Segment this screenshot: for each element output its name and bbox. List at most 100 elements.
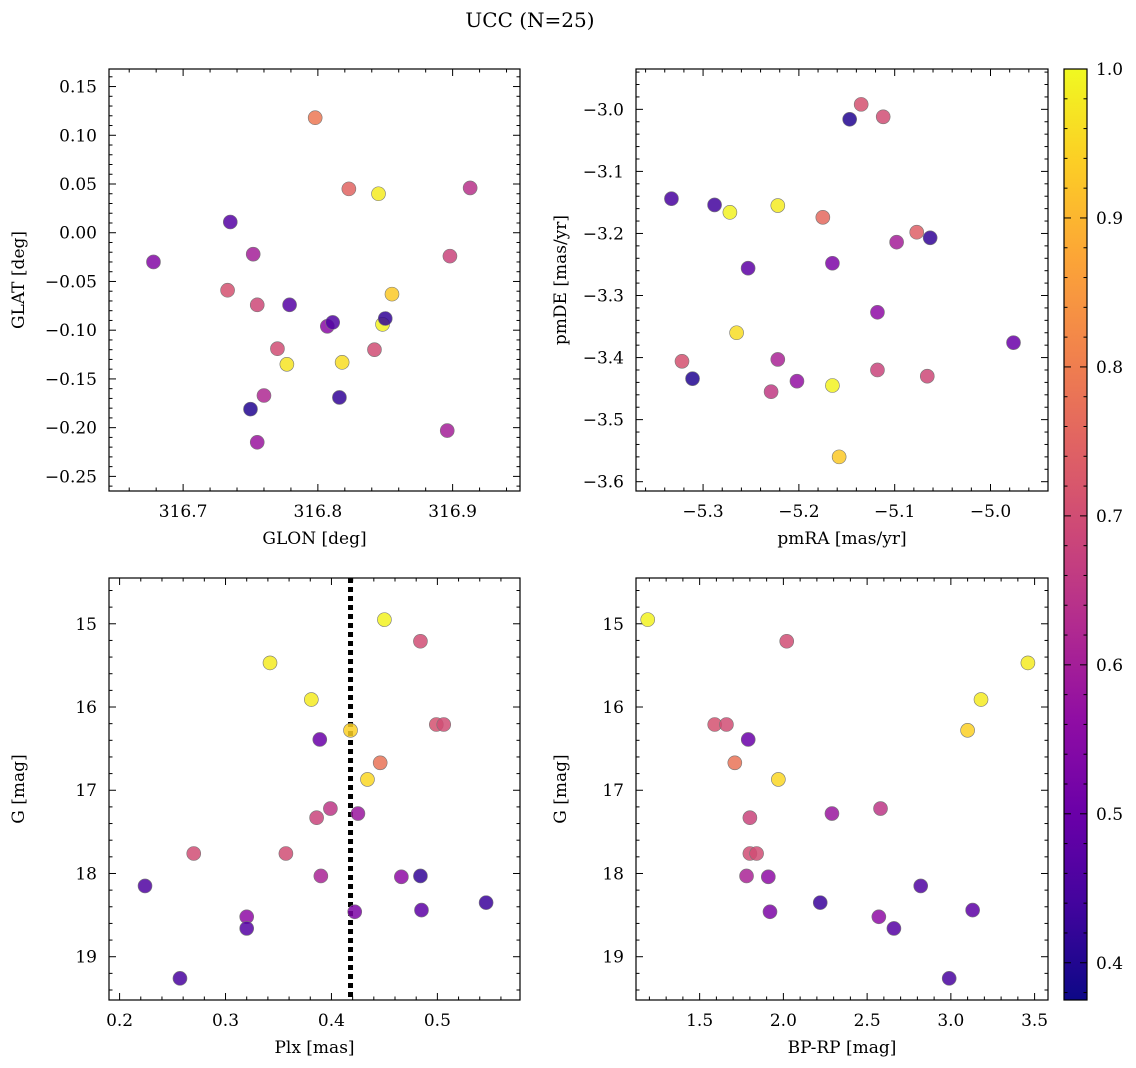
scatter-point xyxy=(413,868,428,884)
scatter-point xyxy=(307,110,323,126)
scatter-point xyxy=(919,368,935,384)
x-tick-label: 2.5 xyxy=(854,1011,881,1031)
x-axis-label: pmRA [mas/yr] xyxy=(777,529,906,549)
scatter-point xyxy=(312,732,328,747)
scatter-point xyxy=(941,971,957,986)
y-tick-label: 17 xyxy=(602,781,624,801)
ticks xyxy=(109,578,520,1000)
scatter-point xyxy=(1020,655,1036,671)
scatter-point xyxy=(727,755,743,771)
scatter-point xyxy=(674,353,690,369)
scatter-point xyxy=(256,388,272,403)
scatter-point xyxy=(343,723,358,738)
y-tick-label: 0.15 xyxy=(59,78,97,98)
scatter-point xyxy=(313,868,329,884)
x-tick-label: 0.5 xyxy=(424,1011,451,1031)
y-tick-label: −3.1 xyxy=(583,162,624,182)
y-axis-label: pmDE [mas/yr] xyxy=(551,215,571,345)
scatter-point xyxy=(789,373,805,389)
scatter-point xyxy=(282,297,297,313)
scatter-point xyxy=(243,401,258,417)
scatter-point xyxy=(640,612,656,627)
scatter-point xyxy=(309,810,324,826)
scatter-point xyxy=(372,755,388,771)
y-tick-label: −0.10 xyxy=(45,321,97,341)
scatter-point xyxy=(739,868,754,884)
scatter-point xyxy=(304,692,319,707)
colorbar-tick-label: 1.0 xyxy=(1096,60,1123,80)
scatter-point xyxy=(367,342,382,357)
x-tick-label: 0.3 xyxy=(212,1011,239,1031)
scatter-point xyxy=(413,633,428,649)
x-axis-label: GLON [deg] xyxy=(262,529,366,549)
axes-frame xyxy=(108,68,521,492)
y-tick-label: −0.25 xyxy=(45,467,97,487)
colorbar-gradient xyxy=(1064,69,1087,1000)
scatter-point xyxy=(245,246,261,262)
scatter-point xyxy=(770,352,786,367)
y-tick-label: 16 xyxy=(75,698,97,718)
scatter-point xyxy=(332,390,347,405)
ticks xyxy=(636,69,1049,491)
x-tick-label: −5.1 xyxy=(874,502,915,522)
scatter-point xyxy=(825,378,840,393)
scatter-points xyxy=(137,612,494,986)
y-tick-label: 15 xyxy=(602,615,624,635)
scatter-point xyxy=(965,902,980,918)
x-axis-label: BP-RP [mag] xyxy=(788,1038,897,1058)
y-axis-label: GLAT [deg] xyxy=(9,231,29,329)
colorbar-tick-label: 0.6 xyxy=(1096,656,1123,676)
scatter-point xyxy=(186,846,202,861)
scatter-point xyxy=(249,297,265,313)
scatter-point xyxy=(812,895,828,910)
scatter-point xyxy=(442,248,458,264)
y-tick-label: −3.0 xyxy=(583,100,624,120)
scatter-points xyxy=(664,97,1021,465)
scatter-points xyxy=(146,110,478,450)
scatter-point xyxy=(873,801,888,816)
x-tick-label: −5.2 xyxy=(778,502,819,522)
y-tick-label: 15 xyxy=(75,615,97,635)
scatter-point xyxy=(239,921,255,936)
y-tick-label: 0.00 xyxy=(59,224,97,244)
colorbar-frame xyxy=(1063,68,1088,1001)
y-axis-label: G [mag] xyxy=(9,754,29,823)
scatter-point xyxy=(870,304,885,320)
scatter-point xyxy=(220,282,235,298)
panel-2: −5.3 −5.2 −5.1 −5.0 −3.6 −3.5 −3.4 −3.3 −3.2 −3.1… xyxy=(551,68,1049,549)
scatter-point xyxy=(707,197,722,213)
scatter-point xyxy=(960,723,975,738)
colorbar-tick-label: 0.9 xyxy=(1096,209,1123,229)
panels: 316.7 316.8 316.9 −0.25 −0.20 −0.15 −0.10 −0.05… xyxy=(9,68,1049,1058)
y-tick-label: −0.15 xyxy=(45,370,97,390)
scatter-point xyxy=(719,717,734,732)
x-tick-label: 1.5 xyxy=(686,1011,713,1031)
scatter-point xyxy=(913,878,929,894)
scatter-point xyxy=(762,904,778,920)
scatter-point xyxy=(394,869,409,885)
y-tick-label: 18 xyxy=(75,864,97,884)
scatter-point xyxy=(436,717,452,732)
scatter-point xyxy=(137,878,153,894)
y-axis-label: G [mag] xyxy=(551,754,571,823)
scatter-point xyxy=(886,921,902,936)
scatter-point xyxy=(685,371,700,386)
scatter-point xyxy=(270,341,285,357)
x-tick-label: 316.7 xyxy=(159,502,208,522)
y-tick-label: −3.2 xyxy=(583,224,624,244)
scatter-point xyxy=(1006,335,1021,350)
scatter-point xyxy=(870,362,885,378)
scatter-point xyxy=(377,311,393,326)
scatter-point xyxy=(740,732,756,747)
x-tick-label: 3.0 xyxy=(937,1011,964,1031)
scatter-point xyxy=(824,806,840,821)
scatter-point xyxy=(742,810,758,826)
x-tick-label: −5.3 xyxy=(682,502,723,522)
colorbar-tick-label: 0.7 xyxy=(1096,507,1123,527)
y-tick-label: −3.3 xyxy=(583,287,624,307)
x-tick-label: 316.8 xyxy=(294,502,343,522)
y-tick-label: 17 xyxy=(75,781,97,801)
scatter-point xyxy=(350,806,366,821)
y-tick-label: 18 xyxy=(602,864,624,884)
